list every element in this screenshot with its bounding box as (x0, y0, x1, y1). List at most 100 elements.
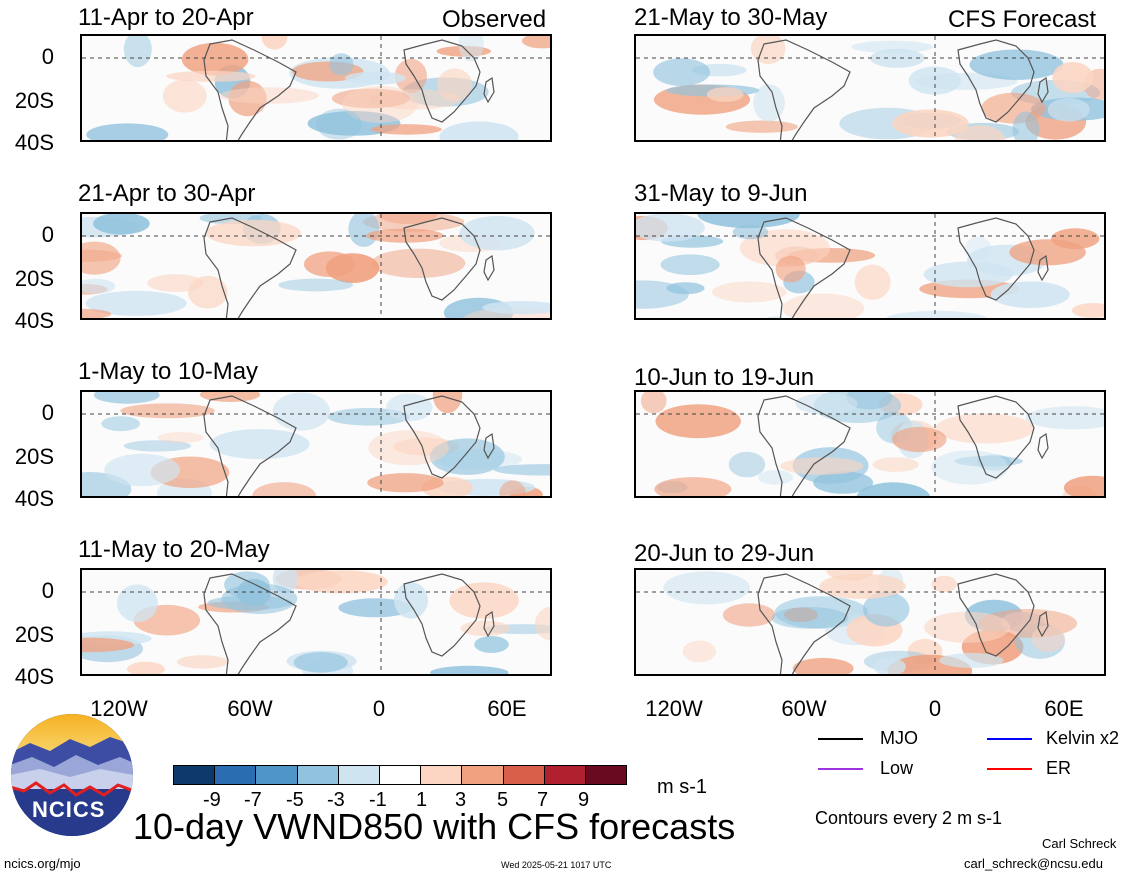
africa-outline (403, 217, 481, 301)
colorbar-swatches (173, 765, 627, 785)
anomaly-blob (732, 224, 769, 240)
anomaly-blob (758, 470, 794, 485)
map-panel (634, 390, 1106, 498)
map-field (636, 214, 1104, 318)
y-tick-label: 40S (14, 486, 54, 511)
colorbar-swatch (462, 766, 504, 784)
anomaly-blob (886, 310, 988, 318)
anomaly-blob (1025, 406, 1104, 430)
panel-source-tag: Observed (442, 6, 547, 33)
colorbar-swatch (379, 766, 422, 784)
colorbar-swatch (585, 766, 627, 784)
colorbar-label: -1 (369, 789, 387, 811)
anomaly-blob (86, 123, 169, 140)
colorbar-label: 9 (578, 789, 590, 811)
x-tick-label: 0 (928, 696, 942, 721)
anomaly-blob (636, 214, 705, 242)
anomaly-blob (101, 416, 141, 432)
madagascar-outline (1037, 76, 1049, 104)
anomaly-blob (908, 66, 961, 95)
anomaly-blob (430, 665, 509, 674)
anomaly-blob (493, 464, 550, 476)
footer-email: carl_schreck@ncsu.edu (964, 856, 1103, 871)
map-field (636, 36, 1104, 140)
anomaly-blob (682, 640, 717, 663)
anomaly-blob (278, 278, 353, 292)
panel-period-label: 11-May to 20-May (78, 536, 270, 563)
anomaly-blob (482, 301, 550, 315)
anomaly-blob (892, 109, 969, 138)
anomaly-blob (873, 657, 906, 674)
colorbar-label: 5 (497, 789, 509, 811)
panel-period-label: 10-Jun to 19-Jun (634, 364, 815, 391)
map-panel (634, 212, 1106, 320)
madagascar-outline (1037, 432, 1049, 460)
legend-line-low (818, 768, 863, 770)
colorbar-label: 3 (455, 789, 467, 811)
madagascar-outline (1037, 610, 1049, 638)
anomaly-blob (792, 657, 854, 674)
anomaly-blob (371, 248, 466, 278)
y-tick-label: 0 (41, 44, 54, 69)
anomaly-blob (1071, 303, 1104, 318)
colorbar-label: -5 (286, 789, 304, 811)
anomaly-blob (304, 251, 355, 277)
map-panel (80, 390, 552, 498)
anomaly-blob (640, 392, 667, 414)
y-tick-label: 20S (14, 444, 54, 469)
anomaly-blob (499, 480, 526, 496)
map-panel (80, 212, 552, 320)
anomaly-blob (209, 429, 310, 460)
map-panel (80, 568, 552, 676)
logo-text: NCICS (32, 797, 106, 822)
anomaly-blob (851, 40, 933, 54)
colorbar-label: 1 (416, 789, 428, 811)
south-america-outline (203, 39, 297, 140)
colorbar-units: m s-1 (657, 776, 707, 798)
anomaly-blob (127, 661, 165, 674)
panel-period-label: 11-Apr to 20-Apr (78, 4, 254, 31)
contour-interval-note: Contours every 2 m s-1 (815, 808, 1003, 828)
anomaly-blob (775, 255, 806, 283)
anomaly-blob (725, 120, 798, 133)
anomaly-blob (181, 42, 249, 76)
anomaly-blob (954, 125, 1006, 140)
anomaly-blob (82, 637, 135, 653)
anomaly-blob (856, 482, 931, 496)
anomaly-blob (123, 440, 192, 452)
anomaly-blob (93, 214, 150, 235)
anomaly-blob (712, 281, 787, 303)
africa-outline (403, 395, 481, 479)
anomaly-blob (653, 58, 710, 87)
legend-line-kelvin (987, 738, 1032, 740)
anomaly-blob (813, 471, 874, 494)
map-panel (634, 568, 1106, 676)
anomaly-blob (795, 393, 858, 415)
colorbar-label: -9 (203, 789, 221, 811)
africa-outline (403, 573, 481, 657)
anomaly-blob (252, 482, 316, 496)
africa-outline (957, 217, 1035, 301)
anomaly-blob (272, 392, 330, 431)
anomaly-blob (697, 214, 800, 229)
anomaly-blob (82, 241, 121, 275)
y-tick-label: 20S (14, 266, 54, 291)
y-tick-label: 0 (41, 222, 54, 247)
anomaly-blob (176, 655, 229, 669)
map-panel (634, 34, 1106, 142)
y-tick-label: 40S (14, 308, 54, 333)
legend-line-er (987, 768, 1032, 770)
anomaly-blob (123, 36, 152, 68)
anomaly-blob (1063, 475, 1104, 496)
anomaly-blob (854, 264, 891, 300)
south-america-outline (203, 217, 297, 318)
y-tick-label: 40S (14, 664, 54, 689)
map-field (82, 570, 550, 674)
anomaly-blob (449, 582, 519, 619)
anomaly-blob (157, 432, 204, 444)
madagascar-outline (1037, 254, 1049, 282)
anomaly-blob (766, 316, 784, 318)
anomaly-blob (294, 570, 388, 594)
map-field (82, 36, 550, 140)
anomaly-blob (432, 392, 463, 414)
